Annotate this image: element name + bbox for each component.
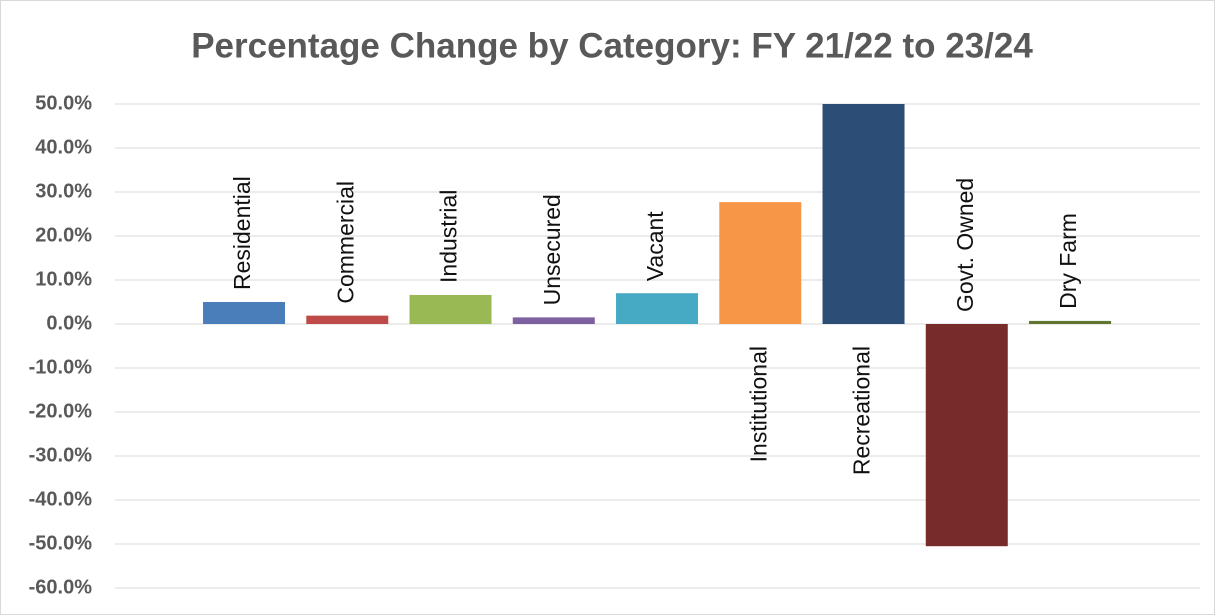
bar xyxy=(203,302,286,324)
y-tick-label: -30.0% xyxy=(29,444,93,466)
category-label: Residential xyxy=(229,176,255,290)
y-tick-label: 50.0% xyxy=(35,92,92,114)
y-tick-label: -40.0% xyxy=(29,488,93,510)
y-tick-label: -10.0% xyxy=(29,356,93,378)
bar xyxy=(925,324,1008,547)
bar xyxy=(822,104,905,324)
category-label: Commercial xyxy=(332,181,358,304)
bar xyxy=(409,294,492,324)
category-label: Dry Farm xyxy=(1055,213,1081,309)
category-label: Govt. Owned xyxy=(952,178,978,312)
y-tick-label: 30.0% xyxy=(35,180,92,202)
category-label: Unsecured xyxy=(539,194,565,305)
chart-title: Percentage Change by Category: FY 21/22 … xyxy=(191,26,1033,65)
y-tick-label: -20.0% xyxy=(29,400,93,422)
y-tick-label: 20.0% xyxy=(35,224,92,246)
category-label: Recreational xyxy=(849,346,875,475)
category-label: Institutional xyxy=(745,346,771,462)
bar xyxy=(1029,320,1112,324)
bar xyxy=(512,317,595,324)
category-label: Vacant xyxy=(642,211,668,282)
y-tick-label: -50.0% xyxy=(29,532,93,554)
bar xyxy=(719,202,802,324)
bar xyxy=(306,315,389,324)
bar xyxy=(616,293,699,324)
category-label: Industrial xyxy=(436,190,462,283)
y-tick-label: -60.0% xyxy=(29,576,93,598)
y-tick-label: 0.0% xyxy=(46,312,92,334)
y-tick-label: 40.0% xyxy=(35,136,92,158)
y-tick-label: 10.0% xyxy=(35,268,92,290)
